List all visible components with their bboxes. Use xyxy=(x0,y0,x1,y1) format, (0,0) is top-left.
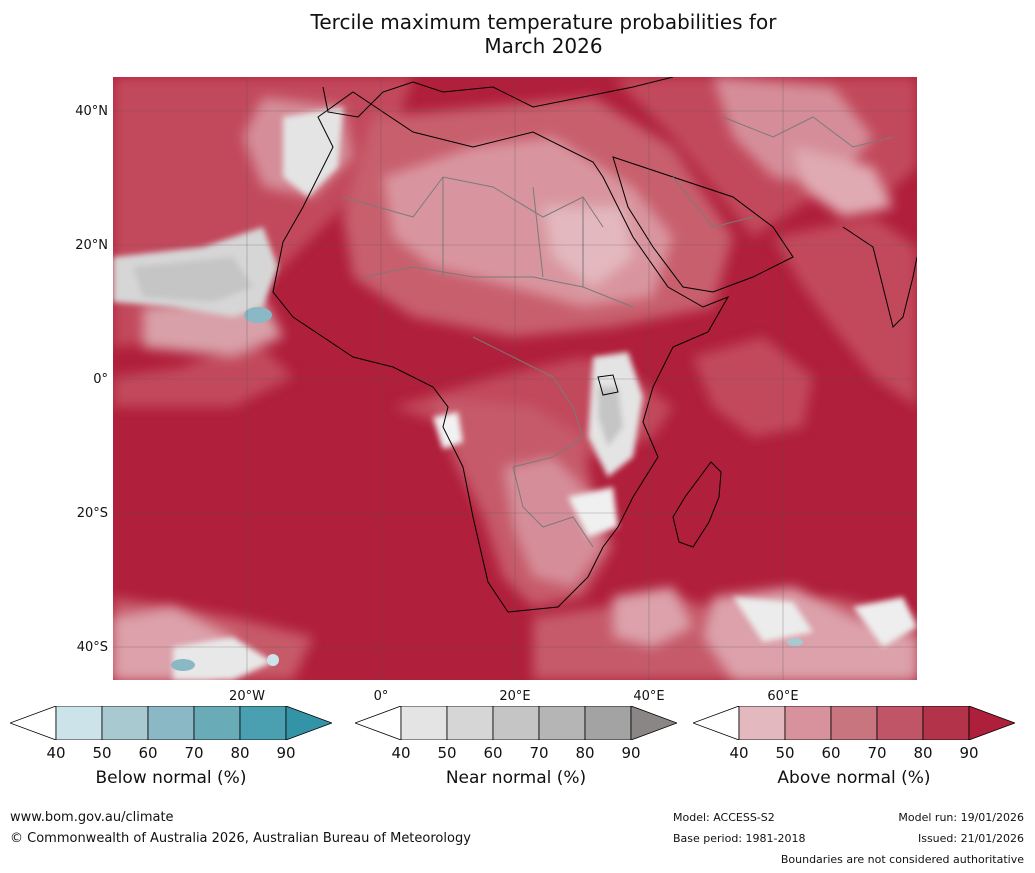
legend-below-seg-4 xyxy=(193,706,241,740)
map-canvas xyxy=(113,77,917,680)
chart-title: Tercile maximum temperature probabilitie… xyxy=(0,10,1035,58)
base-period: Base period: 1981-2018 xyxy=(673,832,806,845)
legend-near-seg-4 xyxy=(538,706,586,740)
legend-above-tick: 90 xyxy=(959,744,979,762)
lon-label-20w: 20°W xyxy=(229,689,265,704)
legend-near-caption: Near normal (%) xyxy=(445,768,587,788)
legend-colorbar-near xyxy=(355,706,677,740)
legend-below-seg-5 xyxy=(239,706,287,740)
legend-above-seg-3 xyxy=(830,706,878,740)
legend-above-seg-6 xyxy=(968,706,1015,740)
boundaries-disclaimer: Boundaries are not considered authoritat… xyxy=(780,853,1024,866)
legend-near-seg-0 xyxy=(355,706,402,740)
probability-map[interactable] xyxy=(113,77,917,680)
lon-label-60e: 60°E xyxy=(767,689,799,704)
legend-below-seg-2 xyxy=(101,706,149,740)
copyright-text: © Commonwealth of Australia 2026, Austra… xyxy=(10,831,471,846)
legend-below-tick: 70 xyxy=(184,744,204,762)
legend-near-tick: 80 xyxy=(575,744,595,762)
legend-above-normal: 40 50 60 70 80 90 Above normal (%) xyxy=(693,706,1015,788)
lon-label-40e: 40°E xyxy=(633,689,665,704)
legend-near-seg-2 xyxy=(446,706,494,740)
lon-label-20e: 20°E xyxy=(499,689,531,704)
legend-above-seg-1 xyxy=(738,706,786,740)
legend-near-tick: 70 xyxy=(529,744,549,762)
issued-date: Issued: 21/01/2026 xyxy=(917,832,1024,845)
legend-above-tick: 50 xyxy=(775,744,795,762)
legend-near-tick: 90 xyxy=(621,744,641,762)
graticule xyxy=(113,77,917,680)
legend-below-seg-0 xyxy=(10,706,57,740)
lat-label-40n: 40°N xyxy=(75,104,108,119)
legend-below-seg-1 xyxy=(55,706,103,740)
legend-below-tick: 50 xyxy=(92,744,112,762)
lat-label-40s: 40°S xyxy=(76,640,108,655)
legend-above-seg-0 xyxy=(693,706,740,740)
legend-below-tick: 40 xyxy=(46,744,66,762)
legend-above-tick: 80 xyxy=(913,744,933,762)
legend-above-seg-5 xyxy=(922,706,970,740)
legend-above-caption: Above normal (%) xyxy=(777,768,931,788)
coastlines xyxy=(272,77,917,613)
legend-colorbar-above xyxy=(693,706,1015,740)
legend-above-seg-2 xyxy=(784,706,832,740)
legend-near-seg-5 xyxy=(584,706,632,740)
legend-near-normal: 40 50 60 70 80 90 Near normal (%) xyxy=(355,706,677,788)
model-run: Model run: 19/01/2026 xyxy=(898,811,1024,824)
legend-near-tick: 60 xyxy=(483,744,503,762)
legend-above-tick: 60 xyxy=(821,744,841,762)
title-line-2: March 2026 xyxy=(484,34,603,58)
website-link[interactable]: www.bom.gov.au/climate xyxy=(10,810,174,825)
field-below-normal xyxy=(171,307,803,671)
lon-label-0: 0° xyxy=(373,689,389,704)
lat-label-20s: 20°S xyxy=(76,506,108,521)
title-line-1: Tercile maximum temperature probabilitie… xyxy=(310,10,777,34)
legend-near-tick: 40 xyxy=(391,744,411,762)
legend-below-normal: 40 50 60 70 80 90 Below normal (%) xyxy=(10,706,332,788)
legend-near-seg-1 xyxy=(400,706,448,740)
legend-below-tick: 60 xyxy=(138,744,158,762)
lat-label-20n: 20°N xyxy=(75,238,108,253)
legend-near-seg-6 xyxy=(630,706,677,740)
legend-colorbar-below xyxy=(10,706,332,740)
legend-below-seg-3 xyxy=(147,706,195,740)
model-name: Model: ACCESS-S2 xyxy=(673,811,775,824)
legend-below-seg-6 xyxy=(285,706,332,740)
country-borders xyxy=(342,116,894,548)
legend-below-caption: Below normal (%) xyxy=(95,768,247,788)
lat-label-0: 0° xyxy=(93,372,108,387)
legend-below-tick: 80 xyxy=(230,744,250,762)
field-near-normal xyxy=(113,107,917,680)
legend-above-tick: 70 xyxy=(867,744,887,762)
legend-below-tick: 90 xyxy=(276,744,296,762)
legend-above-tick: 40 xyxy=(729,744,749,762)
legend-above-seg-4 xyxy=(876,706,924,740)
legend-near-seg-3 xyxy=(492,706,540,740)
legend-near-tick: 50 xyxy=(437,744,457,762)
